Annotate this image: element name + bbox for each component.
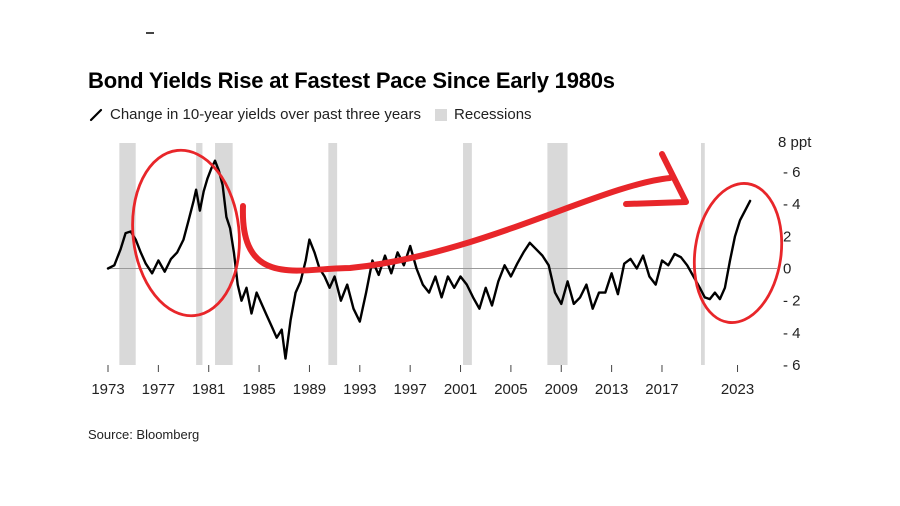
y-tick-label: - 2	[783, 293, 801, 310]
x-tick-label: 2017	[645, 381, 678, 398]
legend: Change in 10-year yields over past three…	[88, 106, 532, 123]
recession-band-1	[196, 143, 203, 365]
y-tick-label: - 6	[783, 164, 801, 181]
annotation-arrow-head	[623, 151, 689, 207]
annotation-circle-early-1980s	[131, 148, 241, 318]
chart-title: Bond Yields Rise at Fastest Pace Since E…	[88, 68, 615, 93]
legend-series-label: Change in 10-year yields over past three…	[110, 106, 422, 123]
y-tick-label: - 4	[783, 196, 801, 213]
x-axis-ticks: 1973 1977 1981 1985 1989 1993 1997 2001 2005 2009…	[91, 365, 754, 398]
y-tick-label: - 6	[783, 357, 801, 374]
x-tick-label: 1989	[293, 381, 326, 398]
line-layer	[106, 159, 777, 360]
y-tick-label: 0	[783, 261, 791, 278]
x-tick-label: 1981	[192, 381, 225, 398]
line-legend-icon	[89, 108, 103, 121]
recession-band-3	[328, 143, 338, 365]
y-unit-label: 8 ppt	[778, 134, 812, 151]
legend-recessions-label: Recessions	[454, 106, 532, 123]
top-dash-mark	[146, 32, 154, 34]
series-line-10y-change	[106, 159, 752, 360]
annotation-circle-2020s	[692, 182, 784, 324]
source-note: Source: Bloomberg	[88, 427, 200, 442]
x-tick-label: 2001	[444, 381, 477, 398]
red-annotations	[131, 148, 784, 324]
y-tick-label: - 4	[783, 325, 801, 342]
recession-legend-swatch	[435, 108, 448, 121]
recession-band-2	[215, 143, 233, 365]
x-tick-label: 2009	[545, 381, 578, 398]
x-tick-label: 1973	[91, 381, 124, 398]
y-axis-ticks: - 6 - 4 - 2 0 2 - 4 - 6	[783, 164, 801, 374]
x-tick-label: 2005	[494, 381, 527, 398]
x-tick-label: 1977	[142, 381, 175, 398]
x-tick-label: 2023	[721, 381, 754, 398]
recession-band-4	[463, 143, 472, 365]
recession-band-6	[701, 143, 705, 365]
x-tick-label: 1985	[242, 381, 275, 398]
x-tick-label: 2013	[595, 381, 628, 398]
annotation-arrow-curve	[239, 175, 673, 274]
x-tick-label: 1997	[393, 381, 426, 398]
recession-bands	[119, 143, 705, 365]
y-tick-label: 2	[783, 228, 791, 245]
recession-band-0	[119, 143, 136, 365]
x-tick-label: 1993	[343, 381, 376, 398]
recession-band-5	[547, 143, 568, 365]
